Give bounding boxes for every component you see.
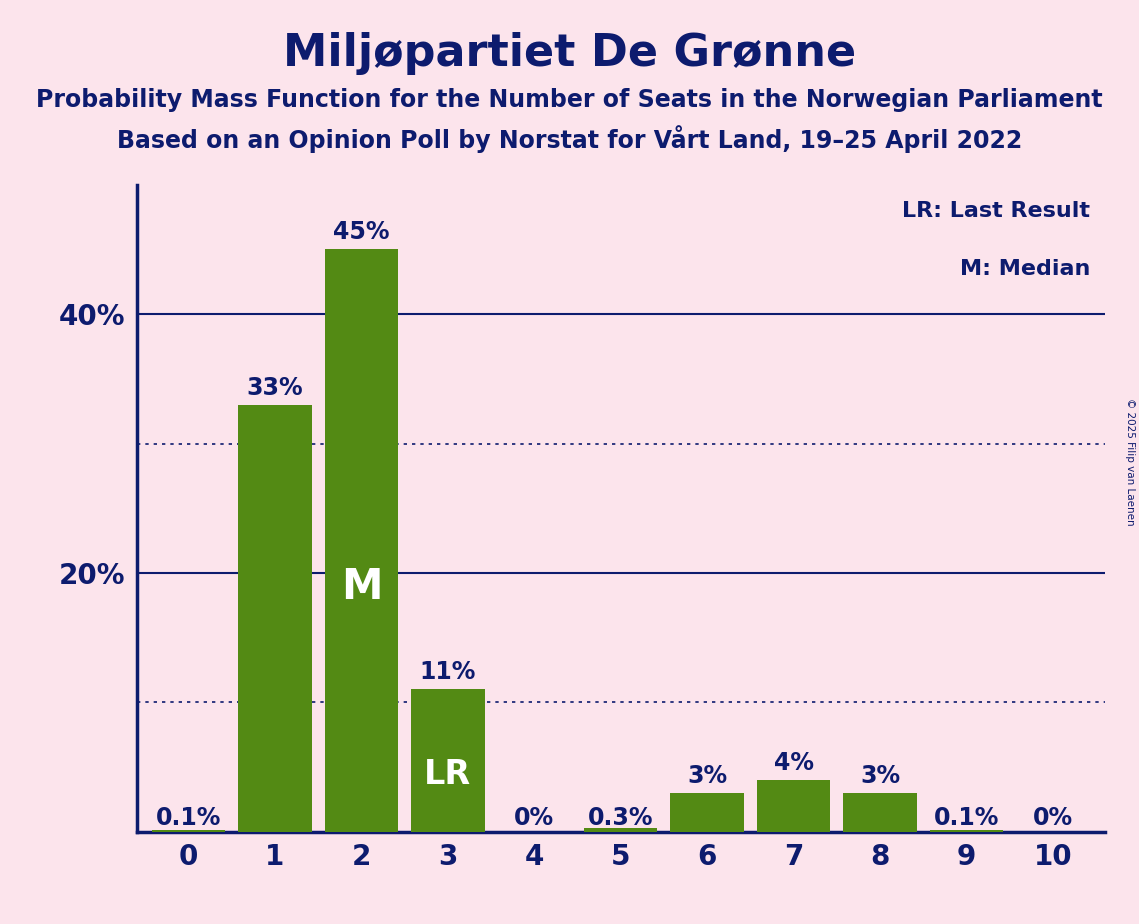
- Bar: [929, 831, 1003, 832]
- Text: Based on an Opinion Poll by Norstat for Vårt Land, 19–25 April 2022: Based on an Opinion Poll by Norstat for …: [117, 125, 1022, 152]
- Text: LR: Last Result: LR: Last Result: [902, 201, 1090, 221]
- Text: 3%: 3%: [860, 763, 900, 787]
- Bar: [843, 793, 917, 832]
- Text: 33%: 33%: [247, 375, 303, 399]
- Text: Miljøpartiet De Grønne: Miljøpartiet De Grønne: [282, 32, 857, 76]
- Text: © 2025 Filip van Laenen: © 2025 Filip van Laenen: [1125, 398, 1134, 526]
- Text: M: Median: M: Median: [960, 259, 1090, 279]
- Bar: [411, 689, 484, 832]
- Text: 0.1%: 0.1%: [156, 807, 221, 831]
- Bar: [238, 405, 312, 832]
- Text: 0.1%: 0.1%: [934, 807, 999, 831]
- Text: 0%: 0%: [1033, 807, 1073, 831]
- Text: Probability Mass Function for the Number of Seats in the Norwegian Parliament: Probability Mass Function for the Number…: [36, 88, 1103, 112]
- Text: 3%: 3%: [687, 763, 728, 787]
- Bar: [584, 828, 657, 832]
- Text: 0.3%: 0.3%: [588, 807, 654, 831]
- Text: 4%: 4%: [773, 750, 813, 774]
- Text: 11%: 11%: [419, 660, 476, 684]
- Text: 45%: 45%: [334, 220, 390, 244]
- Bar: [325, 249, 399, 832]
- Text: LR: LR: [425, 759, 472, 791]
- Text: 0%: 0%: [514, 807, 555, 831]
- Text: M: M: [341, 566, 383, 608]
- Bar: [757, 780, 830, 832]
- Bar: [151, 831, 226, 832]
- Bar: [671, 793, 744, 832]
